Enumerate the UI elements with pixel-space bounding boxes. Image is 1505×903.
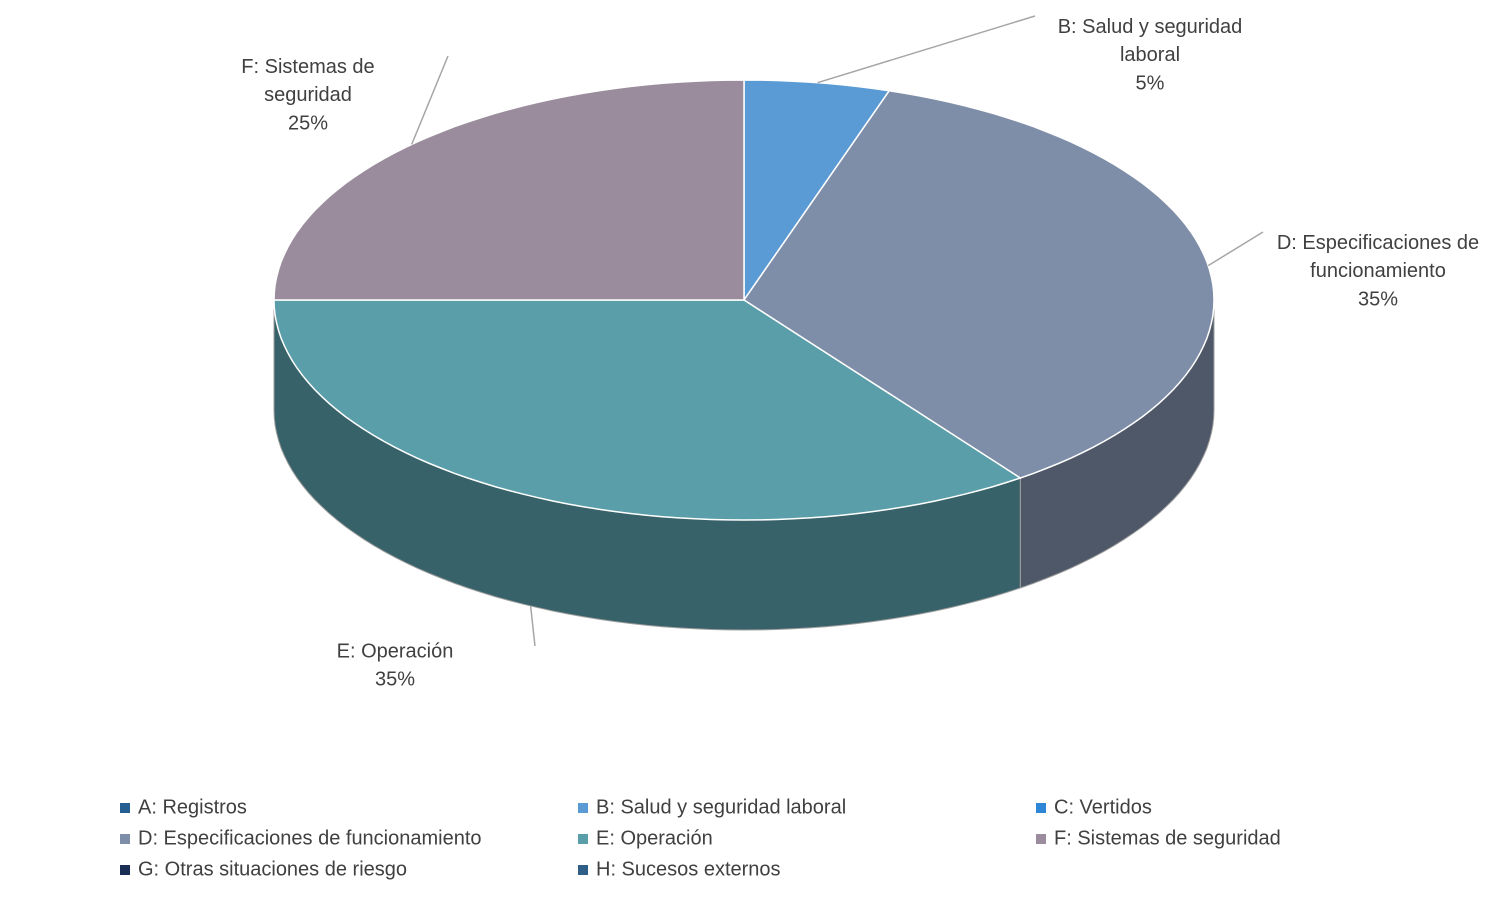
- slice: [273, 299, 1023, 521]
- legend-label: F: Sistemas de seguridad: [1054, 827, 1281, 849]
- slice: [273, 79, 745, 301]
- leader-line: [411, 55, 449, 145]
- data-label-value: 25%: [288, 112, 328, 134]
- legend-label: A: Registros: [138, 796, 247, 818]
- data-label-category: B: Salud y seguridad laboral: [1058, 16, 1243, 66]
- legend-marker: [578, 803, 588, 813]
- slice-tops: [273, 79, 1215, 521]
- data-label-category: D: Especificaciones de funcionamiento: [1277, 232, 1479, 282]
- legend-marker: [578, 865, 588, 875]
- legend-marker: [120, 865, 130, 875]
- legend-label: B: Salud y seguridad laboral: [596, 796, 846, 818]
- legend-marker: [120, 834, 130, 844]
- leader-line: [529, 605, 536, 647]
- data-label-category: E: Operación: [337, 640, 454, 662]
- data-label-value: 35%: [1358, 288, 1398, 310]
- data-label-value: 5%: [1136, 72, 1165, 94]
- legend-label: G: Otras situaciones de riesgo: [138, 858, 407, 880]
- data-label-category: F: Sistemas de seguridad: [241, 56, 374, 106]
- slice: [742, 89, 1215, 479]
- legend-marker: [578, 834, 588, 844]
- legend-label: C: Vertidos: [1054, 796, 1152, 818]
- legend-label: D: Especificaciones de funcionamiento: [138, 827, 482, 849]
- legend-marker: [120, 803, 130, 813]
- legend-marker: [1036, 803, 1046, 813]
- data-label-value: 35%: [375, 668, 415, 690]
- legend-label: H: Sucesos externos: [596, 858, 781, 880]
- legend-marker: [1036, 834, 1046, 844]
- legend-label: E: Operación: [596, 827, 713, 849]
- leader-line: [817, 15, 1036, 84]
- leader-line: [1207, 231, 1264, 267]
